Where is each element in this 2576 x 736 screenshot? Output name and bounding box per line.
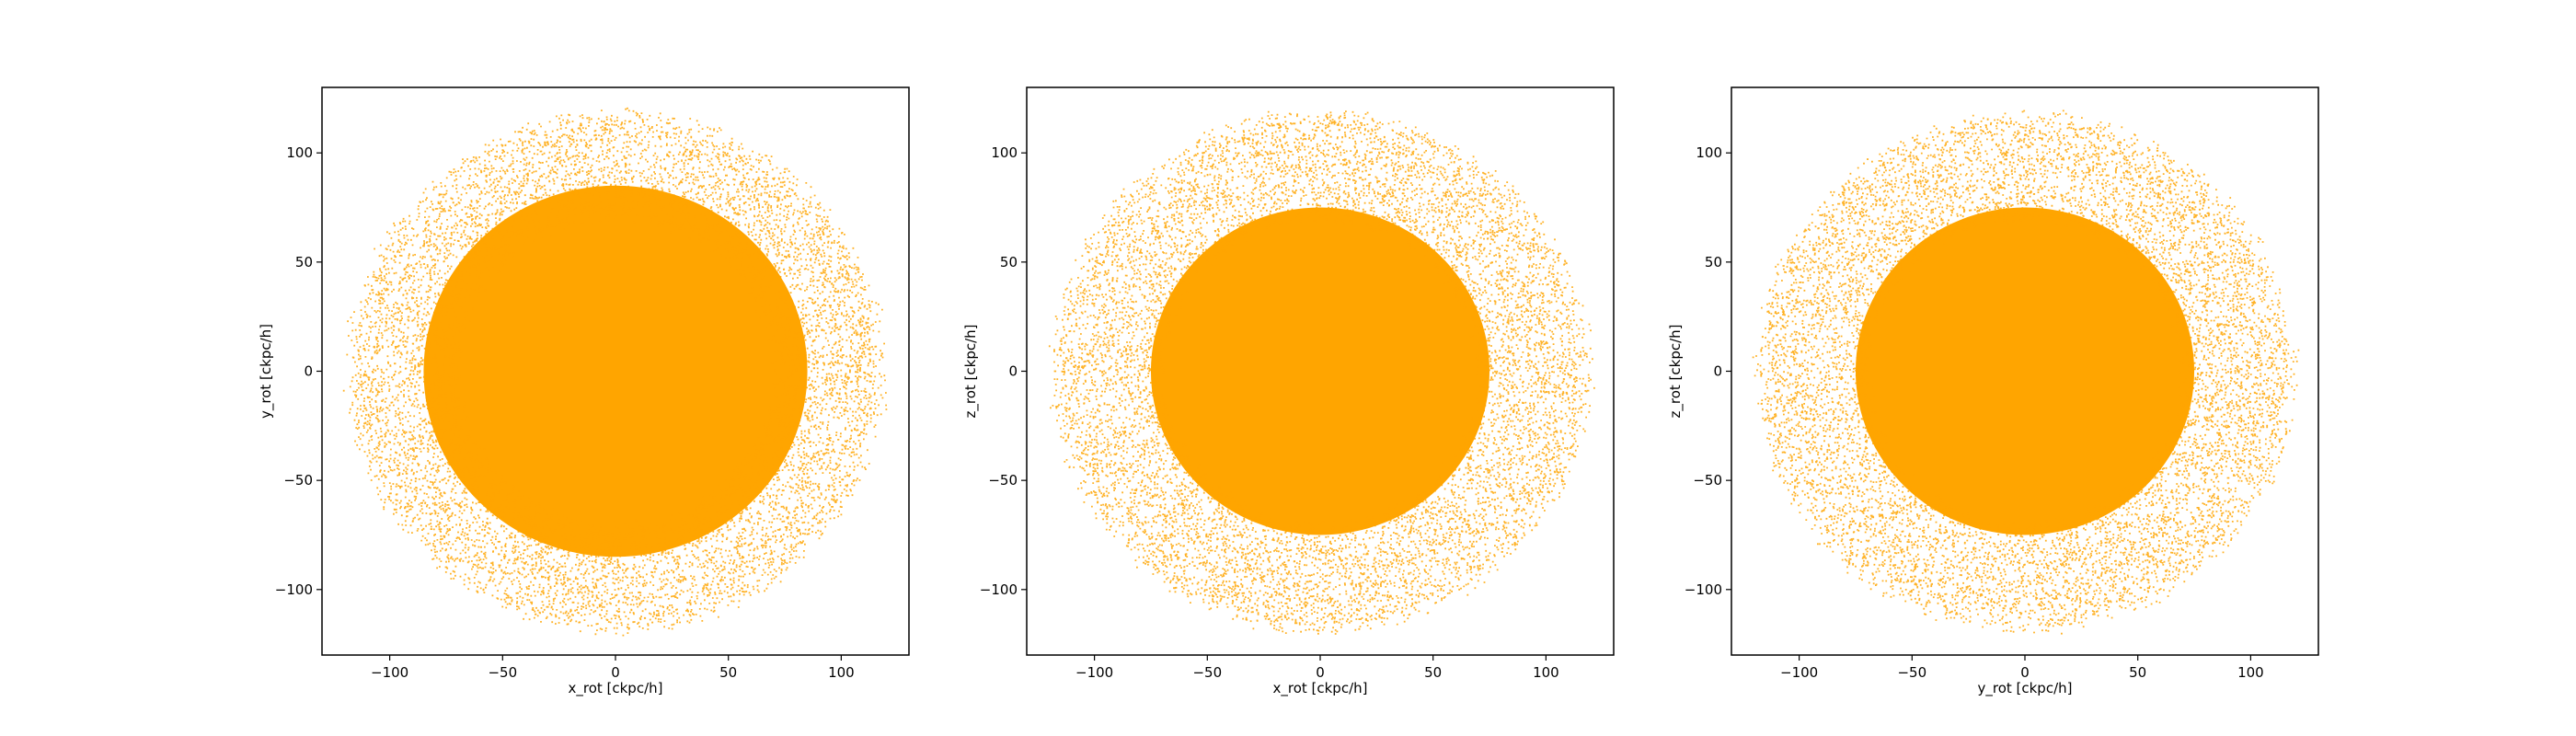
x-tick-label: −100	[1075, 664, 1113, 681]
scatter-points	[1752, 109, 2300, 635]
scatter-core	[1150, 207, 1490, 535]
x-tick-label: 50	[719, 664, 737, 681]
y-tick-label: −50	[283, 472, 313, 489]
y-tick-label: 50	[1000, 254, 1018, 270]
y-axis-label: y_rot [ckpc/h]	[258, 324, 275, 419]
y-tick-label: 0	[1713, 363, 1722, 380]
scatter-points	[342, 107, 888, 637]
y-tick-label: 50	[295, 254, 313, 270]
y-tick-label: −100	[980, 581, 1018, 598]
x-tick-label: −50	[1897, 664, 1926, 681]
y-tick-label: 100	[1696, 144, 1722, 161]
x-tick-label: 0	[1316, 664, 1325, 681]
scatter-panel-xz: −100 −50 0 50 100 −100 −50 0 50 100 x_rot [ckpc/…	[962, 86, 1615, 697]
x-tick-label: −50	[1192, 664, 1222, 681]
y-tick-label: −50	[1693, 472, 1722, 489]
y-tick-label: −100	[1685, 581, 1722, 598]
x-ticks: −100 −50 0 50 100	[1780, 655, 2264, 681]
y-ticks: −100 −50 0 50 100	[1685, 144, 1731, 598]
x-tick-label: 50	[1424, 664, 1442, 681]
x-tick-label: 100	[2237, 664, 2264, 681]
y-tick-label: 0	[304, 363, 313, 380]
x-tick-label: 0	[2020, 664, 2030, 681]
y-tick-label: −50	[988, 472, 1018, 489]
x-tick-label: −100	[371, 664, 408, 681]
x-tick-label: 100	[828, 664, 855, 681]
y-ticks: −100 −50 0 50 100	[980, 144, 1027, 598]
y-axis-label: z_rot [ckpc/h]	[962, 324, 980, 418]
x-axis-label: x_rot [ckpc/h]	[1272, 680, 1367, 697]
x-tick-label: 100	[1533, 664, 1559, 681]
scatter-particles	[1752, 109, 2300, 635]
y-tick-label: 0	[1008, 363, 1018, 380]
x-tick-label: 0	[611, 664, 620, 681]
x-axis-label: x_rot [ckpc/h]	[568, 680, 662, 697]
y-tick-label: −100	[275, 581, 313, 598]
scatter-panel-xy: −100 −50 0 50 100 −100 −50 0 50 100 x_rot [ckpc/…	[258, 86, 910, 697]
scatter-core	[423, 185, 808, 558]
x-tick-label: 50	[2129, 664, 2146, 681]
x-ticks: −100 −50 0 50 100	[1075, 655, 1559, 681]
y-tick-label: 50	[1705, 254, 1722, 270]
scatter-points	[1048, 110, 1595, 635]
scatter-particles	[342, 107, 888, 637]
scatter-panel-yz: −100 −50 0 50 100 −100 −50 0 50 100 y_rot [ckpc/…	[1667, 86, 2319, 697]
x-axis-label: y_rot [ckpc/h]	[1977, 680, 2072, 697]
scatter-core	[1855, 207, 2195, 535]
y-ticks: −100 −50 0 50 100	[275, 144, 322, 598]
x-tick-label: −100	[1780, 664, 1818, 681]
x-ticks: −100 −50 0 50 100	[371, 655, 855, 681]
y-tick-label: 100	[286, 144, 313, 161]
y-axis-label: z_rot [ckpc/h]	[1667, 324, 1685, 418]
x-tick-label: −50	[488, 664, 517, 681]
y-tick-label: 100	[991, 144, 1018, 161]
